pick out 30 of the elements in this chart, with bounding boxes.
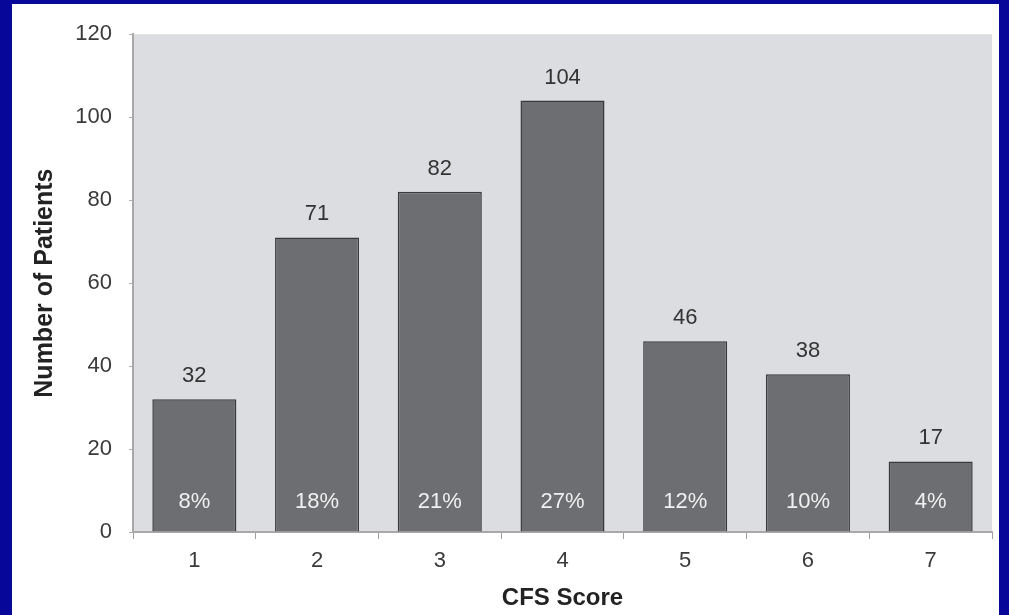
y-tick-label: 100 <box>75 103 112 129</box>
x-tick-label: 1 <box>188 547 201 573</box>
y-tick-label: 0 <box>99 518 112 544</box>
x-axis-title: CFS Score <box>501 583 624 611</box>
y-axis-title: Number of Patients <box>28 168 57 398</box>
annotation: 8% <box>178 487 211 513</box>
y-tick-label: 60 <box>87 269 112 295</box>
annotation: 27% <box>540 487 585 513</box>
x-tick-label: 7 <box>924 547 937 573</box>
annotation: 21% <box>417 487 462 513</box>
x-tick-label: 2 <box>310 547 324 573</box>
annotation: 12% <box>663 487 708 513</box>
y-tick-label: 20 <box>87 435 112 461</box>
annotation: 10% <box>785 487 830 513</box>
annotation: 4% <box>914 487 947 513</box>
annotation: 18% <box>295 487 340 513</box>
data-label: 46 <box>672 304 698 330</box>
data-label: 17 <box>918 424 943 450</box>
data-label: 104 <box>544 63 581 89</box>
y-tick-label: 120 <box>75 20 112 46</box>
data-label: 82 <box>427 154 453 180</box>
data-label: 38 <box>795 337 821 363</box>
data-label: 32 <box>182 362 207 388</box>
x-tick-label: 6 <box>801 547 815 573</box>
y-tick-label: 40 <box>87 352 112 378</box>
x-tick-label: 3 <box>433 547 446 573</box>
y-tick-label: 80 <box>87 186 112 212</box>
x-tick-label: 5 <box>679 547 692 573</box>
x-tick-label: 4 <box>556 547 569 573</box>
data-label: 71 <box>304 200 330 226</box>
